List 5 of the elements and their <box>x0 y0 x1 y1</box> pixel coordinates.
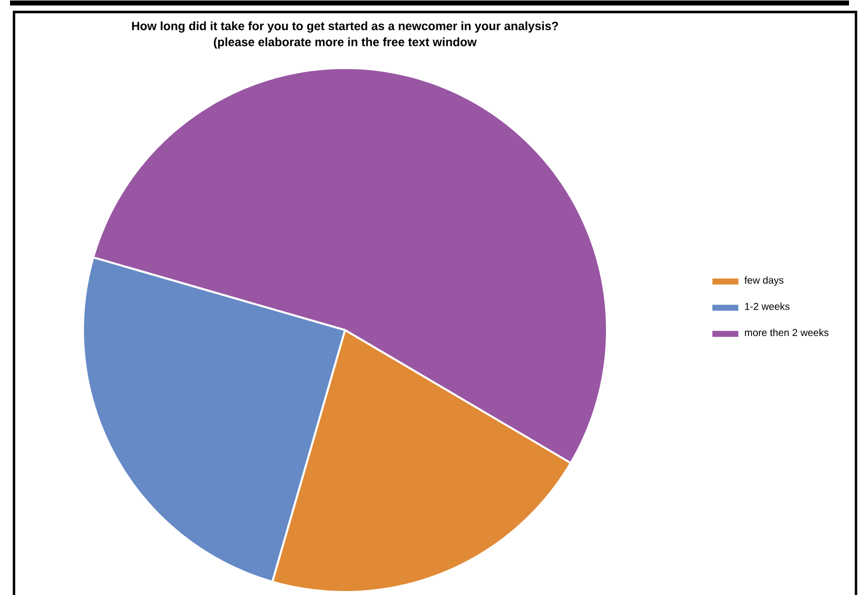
legend-label: few days <box>744 276 784 286</box>
chart-subtitle: (please elaborate more in the free text window <box>214 37 477 49</box>
legend-label: 1-2 weeks <box>745 302 790 310</box>
chart-title: How long did it take for you to get started as a newcomer in your analysis? <box>132 21 558 33</box>
legend-label: more then 2 weeks <box>745 328 828 336</box>
